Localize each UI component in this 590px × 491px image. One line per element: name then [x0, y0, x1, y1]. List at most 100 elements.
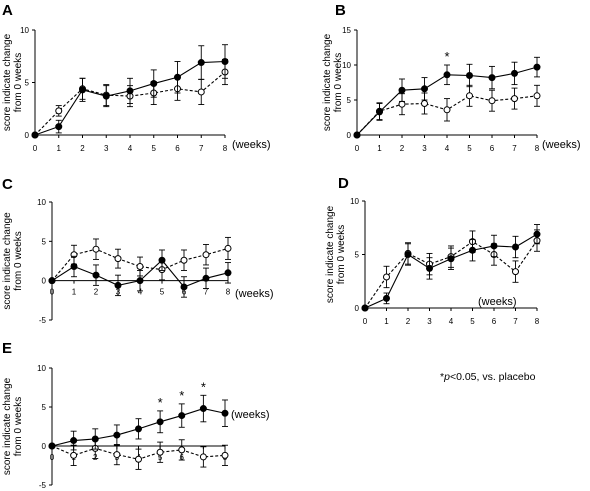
filled-series-point [398, 86, 406, 94]
open-series-point [224, 244, 232, 252]
filled-series [353, 56, 541, 139]
panel-letter: C [2, 176, 13, 193]
y-tick-label: 0 [42, 442, 47, 451]
x-tick-label: 2 [94, 288, 99, 297]
panel-letter: D [338, 175, 349, 192]
y-tick-label: 0 [347, 131, 352, 140]
significance-marker: * [201, 379, 206, 394]
open-series-point [55, 107, 63, 115]
filled-series-point [114, 281, 122, 289]
filled-series-point [113, 431, 121, 439]
x-tick-label: 6 [175, 144, 180, 153]
open-series-point [466, 92, 473, 100]
filled-series-point [512, 243, 519, 251]
filled-series-point [79, 86, 86, 94]
x-tick-label: 5 [467, 144, 472, 153]
significance-footnote: *p<0.05, vs. placebo [440, 371, 536, 383]
x-tick-label: 1 [384, 317, 389, 326]
x-tick-label: 4 [445, 144, 450, 153]
x-tick-label: 2 [406, 317, 411, 326]
open-series-point [488, 97, 496, 105]
filled-series-point [126, 87, 134, 95]
x-tick-label: 0 [50, 453, 55, 462]
x-tick-label: 1 [377, 144, 382, 153]
y-tick-label: 5 [25, 79, 30, 88]
filled-series [48, 249, 232, 298]
x-tick-label: 0 [363, 317, 368, 326]
y-axis-label-line1: score indicate change [2, 377, 13, 475]
x-unit-label: (weeks) [478, 296, 517, 308]
open-series-point [197, 88, 205, 96]
x-tick-label: 7 [513, 317, 518, 326]
open-series-point [512, 268, 519, 276]
filled-series-point [361, 304, 369, 312]
panel-letter: B [335, 2, 346, 19]
footnote-prefix: * [440, 371, 444, 383]
y-tick-label: 0 [355, 304, 360, 313]
x-tick-label: 5 [160, 288, 165, 297]
x-unit-label: (weeks) [231, 409, 270, 421]
filled-series [361, 224, 541, 312]
x-tick-label: 6 [490, 144, 495, 153]
y-axis-label-line2: from 0 weeks [13, 231, 24, 290]
filled-series-point [488, 74, 496, 82]
open-series-point [180, 256, 188, 264]
x-tick-label: 7 [199, 144, 204, 153]
filled-series-point [156, 418, 164, 426]
open-series-point [135, 455, 142, 463]
filled-series-point [376, 108, 383, 116]
panel-c: C-50510012345678(weeks)score indicate ch… [2, 176, 274, 325]
y-axis-label-line2: from 0 weeks [336, 225, 347, 284]
y-axis-label-line1: score indicate change [2, 33, 13, 131]
filled-series-point [221, 409, 229, 417]
x-unit-label: (weeks) [232, 139, 271, 151]
filled-series-point [102, 92, 110, 100]
filled-series-point [197, 59, 205, 67]
x-tick-label: 4 [138, 288, 143, 297]
x-tick-label: 8 [223, 144, 228, 153]
filled-series [31, 44, 229, 139]
footnote-p-italic: p [443, 371, 450, 383]
open-series-line [51, 247, 229, 282]
x-tick-label: 5 [152, 144, 157, 153]
filled-series-point [447, 255, 455, 263]
open-series-point [511, 95, 518, 103]
filled-series-point [180, 283, 188, 291]
panel-letter: A [2, 2, 13, 19]
x-tick-label: 8 [535, 144, 540, 153]
open-series-point [70, 451, 78, 459]
panel-d: D 0 5 10 0 1 2 3 4 5 6 7 8 (weeks) score indicate chan… [325, 175, 541, 326]
filled-series-point [421, 85, 428, 93]
x-tick-label: 3 [104, 144, 109, 153]
filled-series-point [469, 246, 476, 254]
open-series-point [156, 448, 164, 456]
open-series-point [113, 451, 121, 459]
open-series-point [178, 446, 186, 454]
open-series-point [92, 245, 100, 253]
y-axis-label-line1: score indicate change [322, 33, 333, 131]
y-axis-label-line2: from 0 weeks [13, 53, 24, 112]
open-series-point [114, 255, 122, 263]
y-tick-label: 15 [342, 26, 351, 35]
y-tick-label: 10 [350, 197, 359, 206]
filled-series [48, 394, 229, 451]
x-tick-label: 5 [470, 317, 475, 326]
filled-series-point [174, 73, 181, 81]
y-axis-label-line1: score indicate change [2, 212, 13, 310]
filled-series-point [70, 263, 78, 271]
y-axis-label: score indicate changefrom 0 weeks [2, 212, 24, 310]
y-tick-label: 10 [20, 26, 29, 35]
y-axis-label: score indicate changefrom 0 weeks [322, 33, 344, 131]
y-tick-label: 10 [37, 364, 46, 373]
y-tick-label: 0 [25, 131, 30, 140]
filled-series-point [70, 437, 78, 445]
open-series-point [136, 263, 144, 271]
x-tick-label: 6 [492, 317, 497, 326]
filled-series-point [135, 425, 142, 433]
y-axis-label: score indicate changefrom 0 weeks [2, 33, 24, 131]
x-tick-label: 4 [128, 144, 133, 153]
y-axis-label-line1: score indicate change [325, 205, 336, 303]
filled-series-point [353, 131, 361, 139]
open-series-point [421, 100, 428, 107]
filled-series-point [383, 294, 390, 302]
